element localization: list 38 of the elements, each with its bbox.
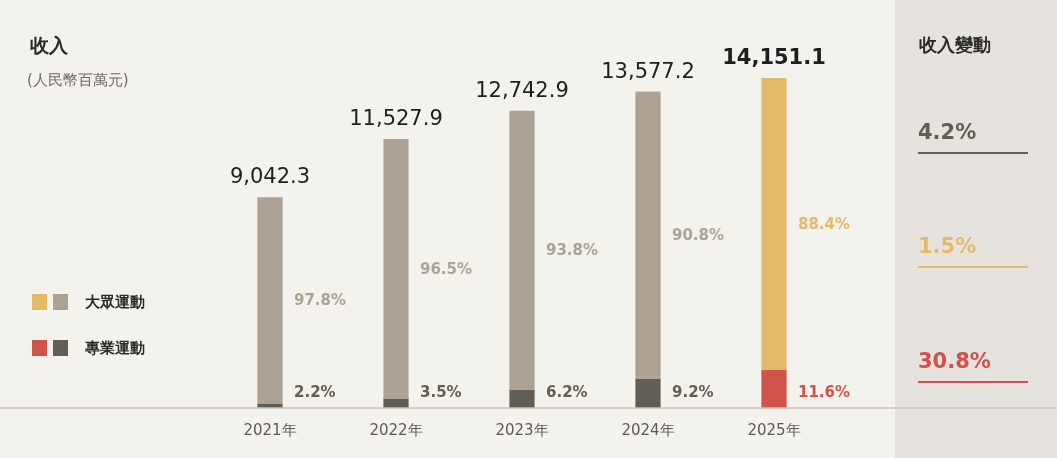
annotation: 88.4% [798,214,851,233]
bar [509,110,535,390]
annotation: 9,042.3 [229,164,311,189]
text: 收入變動 [919,34,991,55]
bar [761,369,787,408]
x-tick-label: 2024年 [621,420,675,439]
annotation: 9.2% [672,383,714,401]
bar [383,398,409,408]
x-tick-label: 2025年 [747,420,801,439]
annotation: 90.8% [672,226,725,245]
annotation: 12,742.9 [475,77,569,102]
annotation: 3.5% [420,383,462,401]
x-tick-label: 2021年 [243,420,297,439]
x-tick-label: 2022年 [369,420,423,439]
annotation: 13,577.2 [601,58,695,83]
annotation: 97.8% [294,291,347,310]
text: (人民幣百萬元) [27,71,129,89]
annotation: 96.5% [420,259,473,278]
x-tick-label: 2023年 [495,420,549,439]
text: 1.5% [918,234,977,258]
annotation: 11.6% [798,383,851,401]
bar [761,78,787,370]
bar [257,403,283,408]
bar [383,139,409,399]
text: 4.2% [918,120,977,144]
annotation: 6.2% [546,383,588,401]
annotation: 2.2% [294,383,336,401]
text: 收入 [30,34,69,56]
bar [635,91,661,379]
text: 14,151.1 [722,45,826,69]
bar [509,389,535,408]
legend-label: 專業運動 [84,339,145,357]
text: 30.8% [918,349,991,373]
annotation: 11,527.9 [349,106,443,131]
bar [635,378,661,408]
annotation: 93.8% [546,241,599,260]
bar [257,197,283,404]
legend-label: 大眾運動 [85,293,145,311]
